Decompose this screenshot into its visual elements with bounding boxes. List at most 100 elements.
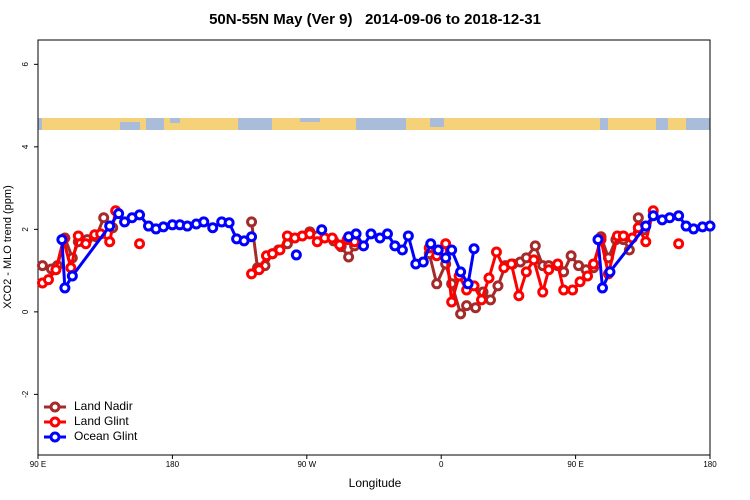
point [647, 210, 659, 222]
point [558, 284, 570, 296]
point [396, 244, 408, 256]
point [574, 276, 586, 288]
point [431, 278, 443, 290]
point [455, 308, 467, 320]
point [673, 238, 685, 250]
legend-label: Land Glint [74, 414, 129, 428]
point [470, 302, 482, 314]
point [640, 220, 652, 232]
point [552, 258, 564, 270]
point [664, 212, 676, 224]
point [476, 294, 488, 306]
x-tick-label: 90 W [297, 460, 316, 469]
x-axis-label: Longitude [349, 476, 402, 490]
point [462, 278, 474, 290]
point [316, 224, 328, 236]
point [640, 236, 652, 248]
point [56, 234, 68, 246]
legend-label: Land Nadir [74, 399, 133, 413]
point [304, 228, 316, 240]
point [446, 244, 458, 256]
point [350, 228, 362, 240]
point [290, 249, 302, 261]
point [688, 223, 700, 235]
plot-frame [37, 39, 711, 456]
y-tick-label: 4 [21, 144, 30, 149]
point [207, 222, 219, 234]
x-tick-label: 90 E [30, 460, 46, 469]
point [492, 280, 504, 292]
map-strip [38, 118, 710, 130]
point [246, 231, 258, 243]
point [543, 264, 555, 276]
point [529, 240, 541, 252]
point [632, 212, 644, 224]
point [582, 270, 594, 282]
point [402, 230, 414, 242]
point [596, 282, 608, 294]
x-tick-label: 180 [703, 460, 717, 469]
point [223, 217, 235, 229]
point [483, 272, 495, 284]
point [537, 286, 549, 298]
point [490, 246, 502, 258]
point [66, 270, 78, 282]
point [253, 264, 265, 276]
point [334, 239, 346, 251]
point [565, 250, 577, 262]
legend-swatch-marker [49, 416, 61, 428]
legend-label: Ocean Glint [74, 429, 138, 443]
point [104, 236, 116, 248]
point [104, 220, 116, 232]
point [604, 266, 616, 278]
x-tick-label: 0 [439, 460, 444, 469]
point [72, 230, 84, 242]
series-line [42, 211, 678, 302]
point [326, 232, 338, 244]
point [246, 216, 258, 228]
point [592, 234, 604, 246]
point [461, 300, 473, 312]
point [704, 220, 716, 232]
y-axis-label: XCO2 - MLO trend (ppm) [2, 185, 14, 308]
legend-swatch-marker [49, 431, 61, 443]
point [673, 210, 685, 222]
point [198, 216, 210, 228]
point [468, 243, 480, 255]
point [42, 274, 54, 286]
point [381, 228, 393, 240]
y-tick-label: 2 [21, 227, 30, 232]
point [484, 294, 496, 306]
point [343, 251, 355, 263]
point [98, 212, 110, 224]
legend-swatch-marker [49, 401, 61, 413]
point [80, 238, 92, 250]
point [113, 208, 125, 220]
point [365, 228, 377, 240]
point [134, 209, 146, 221]
point [513, 290, 525, 302]
point [520, 266, 532, 278]
point [157, 221, 169, 233]
point [432, 244, 444, 256]
point [440, 252, 452, 264]
chart-title: 50N-55N May (Ver 9) 2014-09-06 to 2018-1… [209, 11, 541, 28]
x-tick-label: 180 [166, 460, 180, 469]
point [505, 258, 517, 270]
point [274, 244, 286, 256]
x-tick-label: 90 E [567, 460, 583, 469]
point [36, 260, 48, 272]
point [425, 238, 437, 250]
point [446, 296, 458, 308]
point [50, 264, 62, 276]
point [358, 240, 370, 252]
point [65, 262, 77, 274]
point [181, 220, 193, 232]
point [59, 282, 71, 294]
y-tick-label: 0 [21, 309, 30, 314]
point [617, 230, 629, 242]
y-tick-label: -2 [21, 390, 30, 398]
point [567, 284, 579, 296]
point [417, 256, 429, 268]
